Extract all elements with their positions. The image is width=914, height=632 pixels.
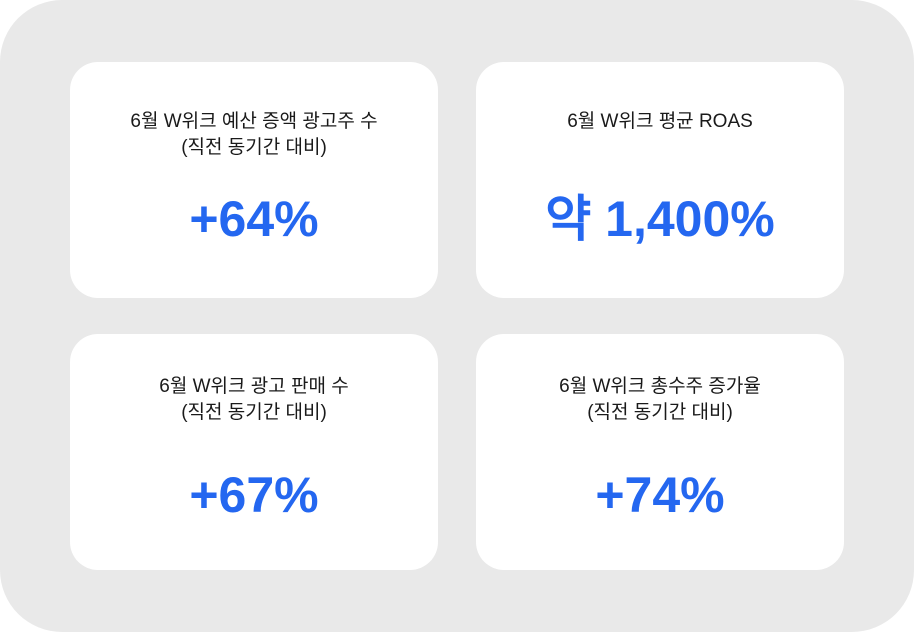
stat-title: 6월 W위크 평균 ROAS <box>567 111 753 132</box>
stat-card-ad-sales: 6월 W위크 광고 판매 수 (직전 동기간 대비) +67% <box>70 334 438 570</box>
stat-value: 약 1,400% <box>545 191 775 247</box>
stat-subtitle: (직전 동기간 대비) <box>181 402 327 423</box>
stat-card-total-orders: 6월 W위크 총수주 증가율 (직전 동기간 대비) +74% <box>476 334 844 570</box>
stat-subtitle: (직전 동기간 대비) <box>587 402 733 423</box>
stat-value: +64% <box>189 191 319 247</box>
stat-value: +67% <box>189 467 319 523</box>
stat-subtitle: (직전 동기간 대비) <box>181 137 327 158</box>
stat-card-budget-increase: 6월 W위크 예산 증액 광고주 수 (직전 동기간 대비) +64% <box>70 62 438 298</box>
stat-card-roas: 6월 W위크 평균 ROAS 약 1,400% <box>476 62 844 298</box>
stat-value: +74% <box>595 467 725 523</box>
stat-title: 6월 W위크 광고 판매 수 <box>159 376 349 397</box>
stat-title: 6월 W위크 예산 증액 광고주 수 <box>130 111 378 132</box>
stat-title: 6월 W위크 총수주 증가율 <box>559 376 761 397</box>
